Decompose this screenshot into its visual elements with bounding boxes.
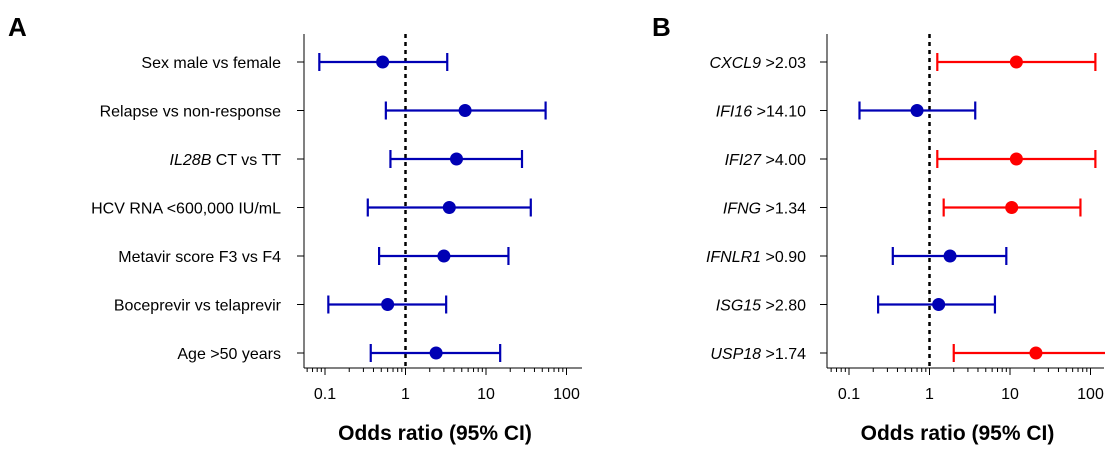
odds-ratio-point <box>1005 201 1019 214</box>
row-label-text: >1.34 <box>761 201 806 218</box>
panel-label-a: A <box>8 12 27 42</box>
odds-ratio-point <box>381 298 395 311</box>
odds-ratio-point <box>437 249 451 263</box>
row-label: Age >50 years <box>177 346 281 363</box>
odds-ratio-point <box>1009 55 1023 69</box>
x-tick-label: 10 <box>1001 386 1019 403</box>
odds-ratio-point <box>910 104 924 117</box>
row-label-text: Sex male vs female <box>141 55 281 72</box>
x-tick-label: 100 <box>1077 386 1104 403</box>
row-label-italic: IFI16 <box>716 104 753 121</box>
row-label-text: Boceprevir vs telaprevir <box>114 298 282 315</box>
row-label: ISG15 >2.80 <box>716 298 806 315</box>
odds-ratio-point <box>429 346 443 360</box>
odds-ratio-point <box>449 152 463 166</box>
row-label-text: Age >50 years <box>177 346 281 363</box>
panel-b: B 0.1 1 10 100 Odds ratio (95% CI) CXCL9 >2.03… <box>652 12 1105 445</box>
row-label: HCV RNA <600,000 IU/mL <box>91 201 281 218</box>
row-label-text: CT vs TT <box>211 152 281 169</box>
x-axis-title: Odds ratio (95% CI) <box>861 422 1055 445</box>
row-label-text: >2.03 <box>761 55 806 72</box>
row-label-italic: IFNLR1 <box>706 249 761 266</box>
row-label: Relapse vs non-response <box>100 104 282 121</box>
row-label-text: >4.00 <box>761 152 806 169</box>
row-label: USP18 >1.74 <box>710 346 806 363</box>
row-label-italic: IL28B <box>170 152 212 169</box>
odds-ratio-point <box>376 55 390 69</box>
row-label-text: >0.90 <box>761 249 806 266</box>
row-label-italic: IFNG <box>723 201 761 218</box>
row-label-text: >2.80 <box>761 298 806 315</box>
odds-ratio-point <box>932 298 946 311</box>
row-label: Sex male vs female <box>141 55 281 72</box>
row-label-text: Metavir score F3 vs F4 <box>118 249 281 266</box>
odds-ratio-point <box>943 249 957 263</box>
odds-ratio-point <box>1009 152 1023 166</box>
row-label: Metavir score F3 vs F4 <box>118 249 281 266</box>
row-label-italic: CXCL9 <box>709 55 761 72</box>
x-tick-label: 1 <box>925 386 934 403</box>
odds-ratio-point <box>458 104 472 117</box>
row-label: IFNG >1.34 <box>723 201 806 218</box>
x-tick-label: 0.1 <box>838 386 860 403</box>
row-label-text: >1.74 <box>761 346 806 363</box>
row-label-italic: IFI27 <box>725 152 763 169</box>
row-label-text: HCV RNA <600,000 IU/mL <box>91 201 281 218</box>
row-label: Boceprevir vs telaprevir <box>114 298 282 315</box>
x-tick-label: 0.1 <box>314 386 336 403</box>
row-label-italic: USP18 <box>710 346 761 363</box>
x-tick-label: 100 <box>553 386 580 403</box>
row-label-text: Relapse vs non-response <box>100 104 282 121</box>
row-label: CXCL9 >2.03 <box>709 55 806 72</box>
x-tick-label: 10 <box>477 386 495 403</box>
row-label: IFNLR1 >0.90 <box>706 249 806 266</box>
row-label: IL28B CT vs TT <box>170 152 282 169</box>
odds-ratio-point <box>1029 346 1043 360</box>
x-axis-title: Odds ratio (95% CI) <box>338 422 532 445</box>
x-tick-label: 1 <box>401 386 410 403</box>
panel-a: A 0.1 1 10 100 Odds ratio (95% CI) Sex male vs… <box>8 12 582 445</box>
row-label-italic: ISG15 <box>716 298 761 315</box>
row-label: IFI27 >4.00 <box>725 152 807 169</box>
row-label: IFI16 >14.10 <box>716 104 806 121</box>
odds-ratio-point <box>442 201 456 214</box>
row-label-text: >14.10 <box>752 104 806 121</box>
panel-label-b: B <box>652 12 671 42</box>
